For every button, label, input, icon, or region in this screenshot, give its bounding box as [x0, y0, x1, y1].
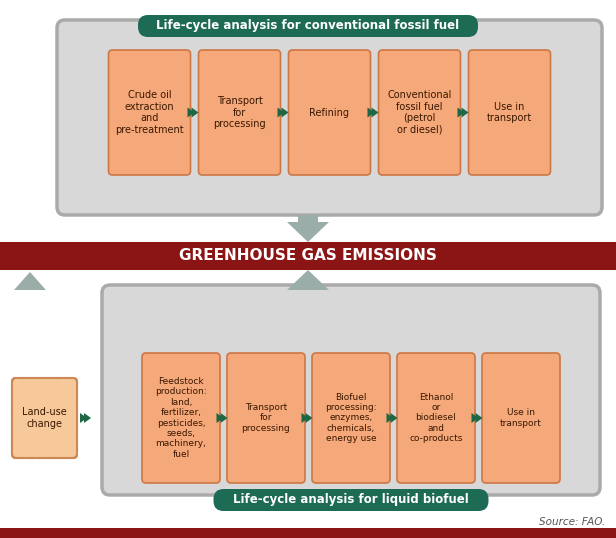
Text: Use in
transport: Use in transport: [487, 102, 532, 123]
Bar: [298, 285, 318, 290]
Text: Life-cycle analysis for conventional fossil fuel: Life-cycle analysis for conventional fos…: [156, 19, 460, 32]
Polygon shape: [458, 108, 464, 117]
FancyBboxPatch shape: [312, 353, 390, 483]
FancyBboxPatch shape: [482, 353, 560, 483]
FancyBboxPatch shape: [102, 285, 600, 495]
FancyBboxPatch shape: [12, 378, 77, 458]
Text: Life-cycle analysis for liquid biofuel: Life-cycle analysis for liquid biofuel: [233, 493, 469, 506]
Polygon shape: [192, 108, 198, 117]
Polygon shape: [80, 413, 87, 423]
Polygon shape: [277, 108, 285, 117]
Text: Ethanol
or
biodiesel
and
co-products: Ethanol or biodiesel and co-products: [409, 393, 463, 443]
Polygon shape: [287, 270, 329, 290]
Polygon shape: [391, 413, 397, 423]
Text: Feedstock
production:
land,
fertilizer,
pesticides,
seeds,
machinery,
fuel: Feedstock production: land, fertilizer, …: [155, 377, 207, 459]
Polygon shape: [386, 413, 394, 423]
Polygon shape: [461, 108, 469, 117]
Bar: [0, 242, 616, 270]
Polygon shape: [301, 413, 309, 423]
Polygon shape: [221, 413, 227, 423]
Bar: [0, 528, 616, 538]
Polygon shape: [216, 413, 224, 423]
FancyBboxPatch shape: [469, 50, 551, 175]
Bar: [298, 215, 318, 222]
Text: Biofuel
processing:
enzymes,
chemicals,
energy use: Biofuel processing: enzymes, chemicals, …: [325, 393, 377, 443]
Text: Use in
transport: Use in transport: [500, 408, 542, 428]
Text: Source: FAO.: Source: FAO.: [539, 517, 605, 527]
FancyBboxPatch shape: [288, 50, 370, 175]
Polygon shape: [287, 222, 329, 242]
FancyBboxPatch shape: [397, 353, 475, 483]
Text: Crude oil
extraction
and
pre-treatment: Crude oil extraction and pre-treatment: [115, 90, 184, 135]
Polygon shape: [476, 413, 482, 423]
FancyBboxPatch shape: [138, 15, 478, 37]
Polygon shape: [471, 413, 479, 423]
Text: Refining: Refining: [309, 108, 349, 117]
Polygon shape: [371, 108, 378, 117]
Polygon shape: [187, 108, 195, 117]
Text: Transport
for
processing: Transport for processing: [241, 403, 290, 433]
Polygon shape: [282, 108, 288, 117]
Polygon shape: [84, 413, 91, 423]
FancyBboxPatch shape: [378, 50, 461, 175]
Polygon shape: [306, 413, 312, 423]
FancyBboxPatch shape: [57, 20, 602, 215]
Text: Conventional
fossil fuel
(petrol
or diesel): Conventional fossil fuel (petrol or dies…: [387, 90, 452, 135]
Text: Land-use
change: Land-use change: [22, 407, 67, 429]
FancyBboxPatch shape: [198, 50, 280, 175]
Polygon shape: [14, 272, 46, 290]
FancyBboxPatch shape: [227, 353, 305, 483]
FancyBboxPatch shape: [214, 489, 488, 511]
Bar: [23, 283, 37, 290]
Text: GREENHOUSE GAS EMISSIONS: GREENHOUSE GAS EMISSIONS: [179, 249, 437, 264]
Text: Transport
for
processing: Transport for processing: [213, 96, 266, 129]
FancyBboxPatch shape: [142, 353, 220, 483]
Polygon shape: [368, 108, 375, 117]
FancyBboxPatch shape: [108, 50, 190, 175]
